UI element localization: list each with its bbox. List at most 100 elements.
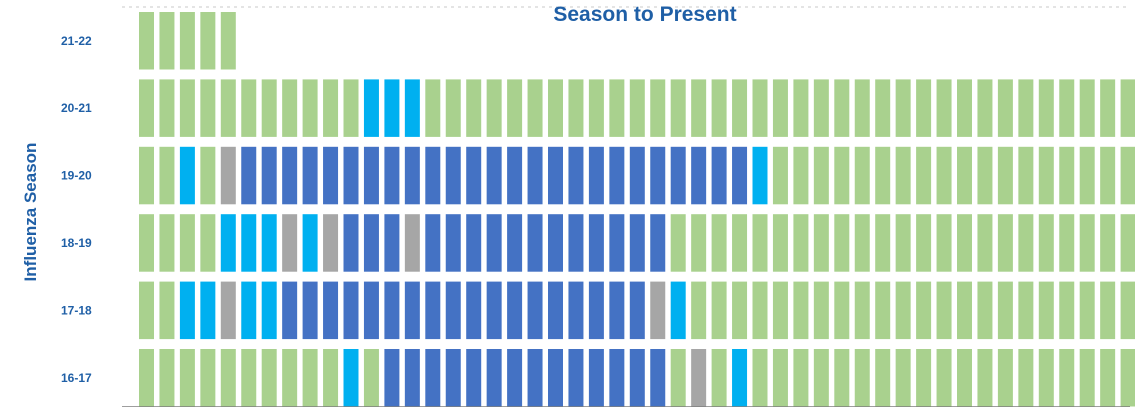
- heatmap-cell: [1120, 79, 1135, 137]
- heatmap-cell: [343, 281, 359, 340]
- heatmap-cell: [875, 281, 891, 340]
- heatmap-cell: [691, 281, 707, 340]
- row-label: 21-22: [61, 34, 92, 48]
- heatmap-cell: [854, 281, 870, 340]
- heatmap-cell: [875, 214, 891, 272]
- heatmap-cell: [384, 79, 400, 137]
- heatmap-cell: [609, 79, 625, 137]
- heatmap-cell: [1038, 281, 1054, 340]
- heatmap-cell: [813, 146, 829, 205]
- heatmap-cell: [220, 281, 236, 340]
- heatmap-cell: [793, 214, 809, 272]
- heatmap-cell: [302, 281, 318, 340]
- heatmap-cell: [752, 281, 768, 340]
- heatmap-cell: [752, 214, 768, 272]
- heatmap-cell: [1079, 349, 1095, 407]
- heatmap-cell: [936, 146, 952, 205]
- heatmap-cell: [752, 349, 768, 407]
- heatmap-cell: [363, 281, 379, 340]
- heatmap-cell: [445, 146, 461, 205]
- heatmap-cell: [588, 281, 604, 340]
- heatmap-cell: [732, 281, 748, 340]
- heatmap-cell: [404, 214, 420, 272]
- heatmap-cell: [916, 281, 932, 340]
- heatmap-cell: [732, 146, 748, 205]
- heatmap-cell: [486, 79, 502, 137]
- heatmap-cell: [282, 349, 298, 407]
- heatmap-cell: [486, 349, 502, 407]
- heatmap-cell: [997, 146, 1013, 205]
- heatmap-cell: [241, 146, 257, 205]
- heatmap-cell: [711, 281, 727, 340]
- heatmap-cell: [200, 12, 216, 70]
- heatmap-cell: [282, 146, 298, 205]
- heatmap-cell: [507, 349, 523, 407]
- heatmap-cell: [1059, 281, 1075, 340]
- heatmap-cell: [1038, 214, 1054, 272]
- heatmap-cell: [1018, 146, 1034, 205]
- heatmap-cell: [323, 79, 339, 137]
- heatmap-cell: [793, 146, 809, 205]
- heatmap-cell: [997, 349, 1013, 407]
- heatmap-cell: [466, 146, 482, 205]
- heatmap-cell: [772, 349, 788, 407]
- heatmap-cell: [261, 214, 277, 272]
- heatmap-cell: [179, 281, 195, 340]
- heatmap-cell: [1038, 146, 1054, 205]
- heatmap-cell: [732, 79, 748, 137]
- heatmap-cell: [793, 79, 809, 137]
- heatmap-cell: [1120, 146, 1135, 205]
- heatmap-cell: [139, 214, 154, 272]
- heatmap-cell: [1059, 146, 1075, 205]
- heatmap-cell: [200, 349, 216, 407]
- heatmap-cell: [466, 349, 482, 407]
- row-label: 19-20: [61, 169, 92, 183]
- heatmap-cell: [527, 214, 543, 272]
- heatmap-cell: [957, 281, 972, 340]
- heatmap-cell: [363, 214, 379, 272]
- heatmap-cell: [363, 79, 379, 137]
- heatmap-cell: [854, 214, 870, 272]
- y-axis-label: Influenza Season: [21, 143, 40, 282]
- heatmap-cell: [732, 214, 748, 272]
- heatmap-cell: [159, 214, 175, 272]
- heatmap-cell: [772, 79, 788, 137]
- heatmap-cell: [834, 146, 850, 205]
- heatmap-cell: [139, 349, 154, 407]
- heatmap-cell: [957, 349, 972, 407]
- heatmap-cell: [343, 79, 359, 137]
- heatmap-cell: [609, 281, 625, 340]
- heatmap-cell: [241, 214, 257, 272]
- heatmap-cell: [732, 349, 748, 407]
- heatmap-cell: [282, 79, 298, 137]
- heatmap-cell: [568, 349, 584, 407]
- heatmap-cell: [875, 146, 891, 205]
- heatmap-cell: [691, 349, 707, 407]
- heatmap-cell: [220, 12, 236, 70]
- heatmap-cell: [548, 281, 563, 340]
- heatmap-cell: [650, 79, 666, 137]
- heatmap-cell: [445, 214, 461, 272]
- chart-title: Season to Present: [553, 3, 736, 26]
- heatmap-cell: [323, 349, 339, 407]
- heatmap-cell: [772, 214, 788, 272]
- heatmap-cell: [425, 349, 441, 407]
- heatmap-cell: [711, 146, 727, 205]
- heatmap-cell: [629, 79, 645, 137]
- heatmap-cell: [813, 79, 829, 137]
- heatmap-cell: [1018, 79, 1034, 137]
- heatmap-cell: [425, 281, 441, 340]
- heatmap-cell: [793, 281, 809, 340]
- heatmap-cell: [854, 349, 870, 407]
- heatmap-cell: [466, 281, 482, 340]
- heatmap-cell: [629, 349, 645, 407]
- heatmap-cell: [568, 281, 584, 340]
- heatmap-cell: [936, 79, 952, 137]
- heatmap-cell: [241, 349, 257, 407]
- heatmap-cell: [711, 79, 727, 137]
- heatmap-cell: [159, 146, 175, 205]
- heatmap-cell: [1100, 214, 1116, 272]
- heatmap-cell: [445, 79, 461, 137]
- heatmap-cell: [1038, 349, 1054, 407]
- heatmap-cell: [1100, 281, 1116, 340]
